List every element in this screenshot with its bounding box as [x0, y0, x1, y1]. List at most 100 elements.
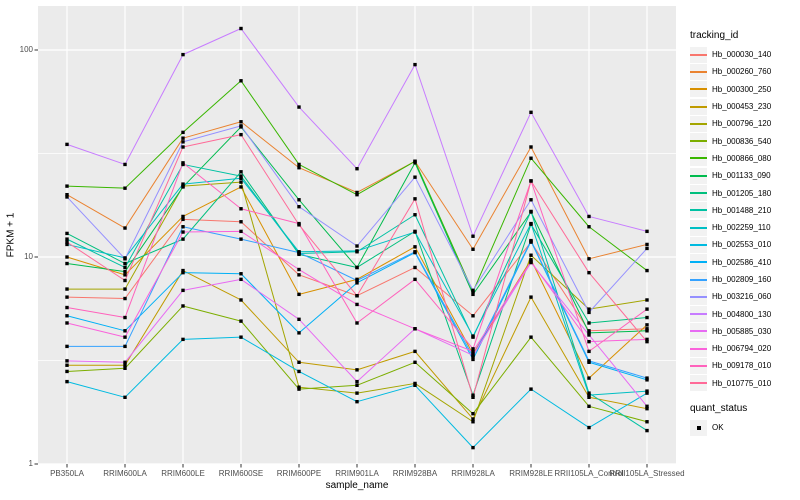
data-point [471, 347, 475, 351]
data-point [355, 379, 359, 384]
data-point [65, 261, 69, 266]
data-point [181, 185, 185, 189]
data-point [65, 287, 69, 291]
data-point [529, 335, 533, 339]
legend-key [690, 202, 707, 219]
legend-item: Hb_001488_210 [690, 202, 798, 219]
data-point [471, 247, 475, 251]
legend-item-ok: OK [690, 419, 798, 436]
x-tick-label: RRIM928BA [392, 469, 438, 478]
data-point [529, 156, 533, 160]
legend-line-swatch [690, 70, 707, 73]
data-point [413, 161, 417, 165]
data-point [239, 79, 243, 83]
legend-label: Hb_000796_120 [712, 119, 772, 129]
data-point [355, 192, 359, 197]
data-point [529, 209, 533, 214]
legend-line-swatch [690, 261, 707, 264]
data-point [471, 395, 475, 400]
legend-line-swatch [690, 192, 707, 195]
data-point [65, 195, 69, 199]
data-point [355, 368, 359, 372]
legend-key [690, 236, 707, 253]
legend-label: Hb_005885_030 [712, 326, 772, 336]
x-tick-label: RRII105LA_Stressed [609, 469, 685, 478]
data-point [297, 317, 301, 322]
data-point [471, 353, 475, 358]
data-point [355, 302, 359, 307]
data-point [471, 314, 475, 318]
data-point [123, 329, 127, 333]
data-point [65, 142, 69, 147]
x-tick-label: PB350LA [50, 469, 84, 478]
legend-line-swatch [690, 382, 707, 385]
data-point [645, 323, 649, 327]
legend-label: Hb_001488_210 [712, 205, 772, 215]
data-point [645, 391, 649, 395]
data-point [413, 250, 417, 254]
data-point [355, 391, 359, 395]
legend-line-swatch [690, 347, 707, 350]
legend-item: Hb_003216_060 [690, 288, 798, 305]
legend-item: Hb_000300_250 [690, 81, 798, 98]
data-point [181, 130, 185, 135]
data-point [181, 270, 185, 275]
data-point [181, 268, 185, 273]
data-point [297, 385, 301, 389]
data-point [529, 295, 533, 299]
data-point [355, 249, 359, 253]
data-point [181, 182, 185, 186]
legend-title-tracking-id: tracking_id [690, 30, 739, 41]
data-point [645, 406, 649, 411]
data-point [587, 329, 591, 333]
legend-label: OK [712, 423, 724, 433]
data-point [65, 240, 69, 244]
data-point [355, 265, 359, 270]
data-point [587, 321, 591, 325]
data-point [529, 258, 533, 262]
data-point [587, 391, 591, 395]
data-point [65, 314, 69, 318]
data-point [239, 220, 243, 224]
legend-item: Hb_009178_010 [690, 357, 798, 374]
data-point [645, 329, 649, 333]
data-point [645, 307, 649, 311]
legend-item: Hb_002259_110 [690, 219, 798, 236]
data-point [471, 417, 475, 421]
legend-line-swatch [690, 88, 707, 91]
legend-label: Hb_010775_010 [712, 378, 772, 388]
data-point [413, 360, 417, 364]
data-point [587, 270, 591, 275]
legend-key [690, 98, 707, 115]
data-point [645, 246, 649, 251]
legend-label: Hb_002553_010 [712, 240, 772, 250]
data-point [529, 145, 533, 149]
data-point [529, 179, 533, 183]
data-point [587, 333, 591, 337]
data-point [645, 389, 649, 393]
legend-key [690, 357, 707, 374]
data-point [65, 237, 69, 241]
data-point [413, 175, 417, 179]
data-point [65, 379, 69, 384]
data-point [587, 339, 591, 344]
data-point [645, 376, 649, 380]
data-point [645, 378, 649, 382]
data-point [65, 295, 69, 299]
data-point [65, 192, 69, 197]
data-point [239, 229, 243, 234]
data-point [355, 244, 359, 248]
data-point [181, 145, 185, 149]
legend-quant-status: quant_status OK [690, 403, 798, 436]
data-point [645, 404, 649, 408]
data-point [413, 349, 417, 354]
y-tick-label: 1 [28, 459, 33, 468]
data-point [123, 287, 127, 291]
data-point [355, 383, 359, 387]
data-point [297, 387, 301, 391]
data-point [65, 305, 69, 310]
data-point [645, 428, 649, 433]
data-point [413, 197, 417, 201]
